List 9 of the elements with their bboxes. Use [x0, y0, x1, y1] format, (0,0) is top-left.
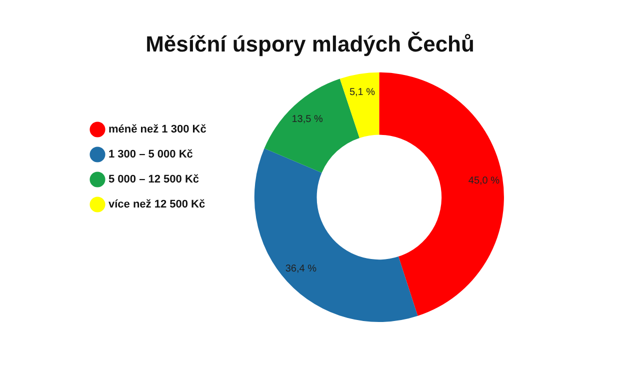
- legend-label: méně než 1 300 Kč: [108, 124, 206, 136]
- data-label: 45,0 %: [468, 175, 500, 186]
- chart-title: Měsíční úspory mladých Čechů: [146, 31, 474, 56]
- data-label: 36,4 %: [285, 264, 317, 275]
- data-label: 5,1 %: [349, 87, 376, 98]
- legend-label: 1 300 – 5 000 Kč: [108, 148, 193, 161]
- legend-label: více než 12 500 Kč: [108, 198, 206, 211]
- data-label: 13,5 %: [292, 114, 323, 125]
- legend-label: 5 000 – 12 500 Kč: [108, 174, 200, 186]
